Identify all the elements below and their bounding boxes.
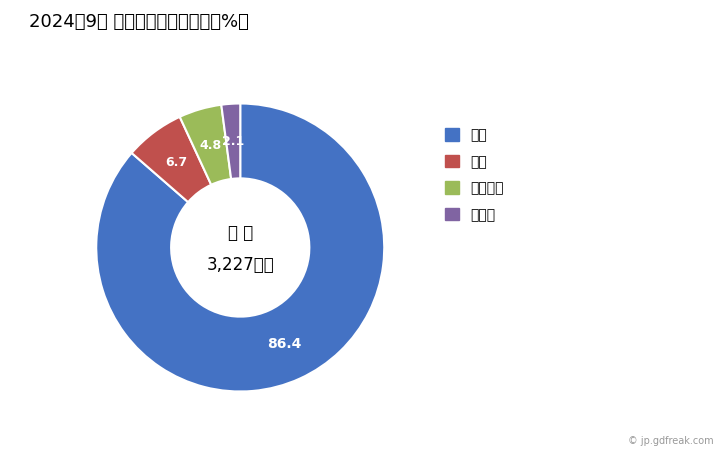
Wedge shape (180, 105, 232, 185)
Text: 2.1: 2.1 (222, 135, 245, 148)
Text: 86.4: 86.4 (267, 338, 301, 351)
Text: © jp.gdfreak.com: © jp.gdfreak.com (628, 436, 713, 446)
Text: 6.7: 6.7 (165, 156, 187, 169)
Legend: 韓国, 台湾, ベトナム, その他: 韓国, 台湾, ベトナム, その他 (446, 128, 504, 222)
Wedge shape (96, 104, 384, 392)
Wedge shape (221, 104, 240, 179)
Text: 4.8: 4.8 (199, 139, 221, 152)
Wedge shape (132, 117, 211, 202)
Text: 3,227万円: 3,227万円 (206, 256, 274, 274)
Text: 2024年9月 輸出相手国のシェア（%）: 2024年9月 輸出相手国のシェア（%） (29, 14, 249, 32)
Text: 総 額: 総 額 (228, 224, 253, 242)
